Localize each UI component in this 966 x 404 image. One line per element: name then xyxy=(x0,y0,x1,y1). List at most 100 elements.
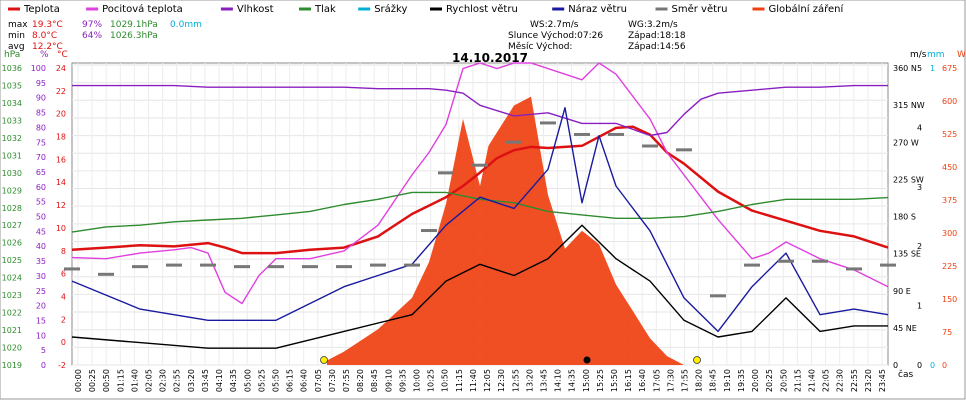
y-tick-label: 8 xyxy=(61,247,66,256)
x-tick-label: 22:30 xyxy=(836,369,845,392)
y-tick-label: 1025 xyxy=(2,256,22,265)
wind-direction-mark xyxy=(744,263,760,267)
x-tick-label: 17:55 xyxy=(681,369,690,392)
chart-date: 14.10.2017 xyxy=(452,51,528,65)
x-tick-label: 13:45 xyxy=(539,369,548,392)
x-tick-label: 16:40 xyxy=(638,369,647,392)
wind-direction-mark xyxy=(506,140,522,144)
x-tick-label: 00:50 xyxy=(102,369,111,392)
x-tick-label: 15:50 xyxy=(610,369,619,392)
wind-direction-mark xyxy=(608,132,624,136)
stat-min-label: min xyxy=(8,31,25,41)
axis-titles: hPa % °C m/s mm W čas xyxy=(4,50,966,380)
x-tick-label: 05:00 xyxy=(243,369,252,392)
y-tick-label: 1 xyxy=(917,302,922,311)
y-tick-label: 135 SE xyxy=(893,250,921,259)
stat-max-label: max xyxy=(8,20,28,30)
wind-speed-avg: WS:2.7m/s xyxy=(530,20,579,30)
sunrise-marker xyxy=(320,356,328,364)
y-tick-label: 35 xyxy=(36,257,46,266)
y-tick-label: 5 xyxy=(917,64,922,73)
y-tick-label: 450 xyxy=(942,163,957,172)
y-tick-label: 60 xyxy=(36,183,46,192)
x-tick-label: 03:20 xyxy=(187,369,196,392)
x-tick-label: 17:05 xyxy=(652,369,661,392)
x-tick-label: 01:15 xyxy=(116,369,125,392)
wind-direction-mark xyxy=(64,267,80,271)
series-line xyxy=(71,107,889,333)
y-tick-label: 1028 xyxy=(2,204,22,213)
wind-direction-mark xyxy=(268,265,284,269)
legend-label: Globální záření xyxy=(769,3,845,15)
y-tick-label: 0 xyxy=(61,338,66,347)
wind-direction-mark xyxy=(574,132,590,136)
y-tick-label: 675 xyxy=(942,64,957,73)
wind-direction-mark xyxy=(132,265,148,269)
stat-min-hum: 64% xyxy=(82,31,102,41)
wind-direction-mark xyxy=(472,163,488,167)
wind-direction-mark xyxy=(676,148,692,152)
legend-label: Tlak xyxy=(314,4,336,15)
axis-title-radiation: W xyxy=(957,50,966,60)
x-tick-label: 07:30 xyxy=(328,369,337,392)
moon-rise: Měsíc Východ: xyxy=(508,42,572,52)
wind-direction-mark xyxy=(370,263,386,267)
x-tick-label: 18:45 xyxy=(709,369,718,392)
wind-direction-mark xyxy=(166,263,182,267)
y-tick-label: 360 N xyxy=(893,64,917,73)
y-tick-label: 45 NE xyxy=(893,324,917,333)
x-tick-label: 11:15 xyxy=(455,369,464,392)
x-tick-label: 11:40 xyxy=(469,369,478,392)
stat-avg-label: avg xyxy=(8,42,25,52)
x-tick-label: 20:25 xyxy=(765,369,774,392)
y-tick-label: 1034 xyxy=(2,99,22,108)
x-tick-label: 06:40 xyxy=(300,369,309,392)
x-tick-label: 12:05 xyxy=(483,369,492,392)
y-tick-label: 1022 xyxy=(2,309,22,318)
x-tick-label: 08:45 xyxy=(370,369,379,392)
x-tick-label: 15:25 xyxy=(596,369,605,392)
sun-rise: Slunce Východ:07:26 xyxy=(508,31,603,41)
x-tick-label: 04:10 xyxy=(215,369,224,392)
y-tick-label: 65 xyxy=(36,168,46,177)
y-tick-label: 20 xyxy=(36,302,46,311)
x-tick-label: 23:45 xyxy=(878,369,887,392)
x-tick-label: 20:50 xyxy=(779,369,788,392)
series-line xyxy=(71,191,889,233)
wind-direction-mark xyxy=(812,259,828,263)
y-tick-label: 75 xyxy=(942,328,952,337)
x-tick-label: 02:05 xyxy=(145,369,154,392)
x-tick-label: 14:35 xyxy=(568,369,577,392)
wind-direction-mark xyxy=(404,263,420,267)
y-tick-label: 1019 xyxy=(2,361,22,370)
axis-title-rain: mm xyxy=(927,50,945,60)
radiation-layer xyxy=(327,96,684,365)
moon-set: Západ:14:56 xyxy=(628,42,686,52)
x-tick-label: 19:35 xyxy=(737,369,746,392)
wind-direction-mark xyxy=(778,259,794,263)
y-tick-label: 14 xyxy=(56,178,66,187)
y-tick-label: 1032 xyxy=(2,134,22,143)
y-tick-label: 1031 xyxy=(2,151,22,160)
y-tick-label: 55 xyxy=(36,198,46,207)
y-tick-label: 40 xyxy=(36,242,46,251)
x-tick-label: 07:55 xyxy=(342,369,351,392)
y-tick-label: 225 xyxy=(942,262,957,271)
wind-direction-mark xyxy=(336,265,352,269)
radiation-area xyxy=(327,96,684,365)
y-tick-label: 22 xyxy=(56,87,66,96)
y-tick-label: 90 xyxy=(36,94,46,103)
y-tick-label: 375 xyxy=(942,196,957,205)
x-tick-label: 23:20 xyxy=(864,369,873,392)
x-tick-label: 22:05 xyxy=(822,369,831,392)
y-tick-label: 0 xyxy=(41,361,46,370)
moonset-marker xyxy=(583,356,591,364)
axis-title-temp: °C xyxy=(57,50,68,60)
x-tick-label: 00:25 xyxy=(88,369,97,392)
legend: Teplota Pocitová teplota Vlhkost Tlak Srážky… xyxy=(8,3,844,15)
series-line xyxy=(71,125,889,255)
y-tick-label: 4 xyxy=(917,123,922,132)
x-tick-label: 02:55 xyxy=(173,369,182,392)
stats-panel: max 19.3°C 97% 1029.1hPa 0.0mm min 8.0°C… xyxy=(8,20,686,52)
y-tick-label: 30 xyxy=(36,272,46,281)
